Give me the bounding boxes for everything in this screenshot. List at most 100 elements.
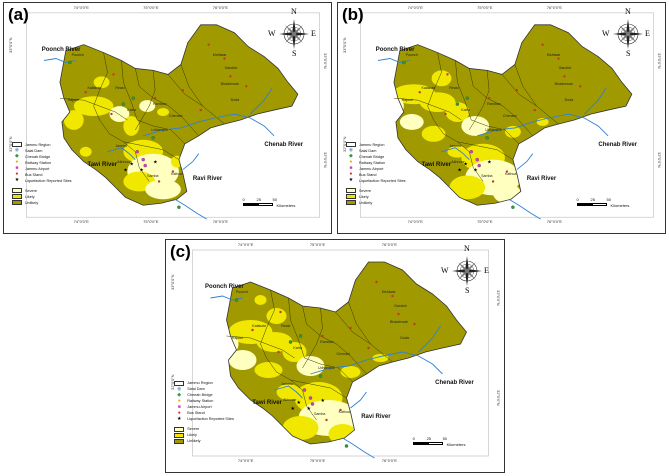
district-boundary xyxy=(135,151,150,182)
place-rajouri: Rajouri xyxy=(67,98,79,103)
legend-class-row: Severe xyxy=(174,426,234,432)
scale-tick-label: 50 xyxy=(272,197,277,203)
river-line xyxy=(274,385,303,399)
legend-symbol-icon: ◉ xyxy=(177,385,182,392)
tawi-river-label: Tawi River xyxy=(252,400,282,406)
legend-swatch xyxy=(345,188,356,194)
legend-label: Liquefaction Reported Sites xyxy=(24,178,72,183)
legend-swatch xyxy=(174,426,185,432)
district-boundary xyxy=(180,64,203,107)
lon-tick-bottom: 76°0'0"E xyxy=(381,458,398,463)
legend-row: Jammu Region xyxy=(11,142,72,148)
compass-n: N xyxy=(464,244,470,253)
place-poonch: Poonch xyxy=(235,290,249,294)
lat-tick-right: 32°0'0"N xyxy=(657,151,663,168)
site-marker xyxy=(288,340,293,344)
legend-class-row: Unlikely xyxy=(174,438,234,444)
lat-tick-right: 33°0'0"N xyxy=(495,290,501,306)
chenab-river-label: Chenab River xyxy=(264,141,304,148)
district-boundary xyxy=(335,311,393,363)
poonch-river-label: Poonch River xyxy=(375,46,415,53)
lat-tick-left: 33°0'0"N xyxy=(341,36,347,53)
legend-class-row: Likely xyxy=(174,432,234,438)
compass-s: S xyxy=(465,286,470,295)
region-unlikely xyxy=(393,24,632,206)
scale-tick-label: 0 xyxy=(576,197,579,203)
ravi-river-label: Ravi River xyxy=(192,175,223,182)
site-marker xyxy=(402,60,406,65)
place-rajouri: Rajouri xyxy=(401,98,413,103)
scale-tick-label: 0 xyxy=(242,197,245,203)
district-boundary xyxy=(304,357,353,383)
place-kishtwar: Kishtwar xyxy=(546,52,561,57)
place-udhampur: Udhampur xyxy=(485,127,502,132)
legend-label: Jammu Airport xyxy=(24,166,50,171)
place-kishtwar: Kishtwar xyxy=(381,290,396,294)
legend-label: Bus Stand xyxy=(187,411,205,415)
district-boundary xyxy=(135,68,170,107)
legend-label: Railway Station xyxy=(358,160,386,165)
legend-label: Salal Dam xyxy=(358,148,377,153)
site-marker xyxy=(344,444,349,448)
legend-symbol-icon: ◆ xyxy=(15,153,19,160)
place-ramban: Ramban xyxy=(487,102,501,107)
district-boundary xyxy=(433,119,470,152)
ravi-river-label: Ravi River xyxy=(526,175,557,182)
site-marker xyxy=(318,374,323,378)
zone-likely xyxy=(157,108,169,117)
place-gandoh: Gandoh xyxy=(224,66,238,71)
town-dot xyxy=(223,57,226,60)
district-boundary xyxy=(137,119,186,144)
liquefaction-star: ★ xyxy=(321,398,326,404)
region-outline xyxy=(393,24,633,206)
map-legend: Jammu Region ◉ Salal Dam ◆ Chenab Bridge ● Rai… xyxy=(11,142,72,206)
scale-segment-light xyxy=(591,203,607,206)
river-line xyxy=(174,198,207,220)
place-kathua: Kathua xyxy=(170,171,183,176)
severity-zones xyxy=(63,76,183,200)
legend-label: Salal Dam xyxy=(187,387,205,391)
site-marker xyxy=(477,163,481,168)
legend-label: Jammu Airport xyxy=(187,405,212,409)
district-boundary xyxy=(121,60,138,121)
legend-symbol-icon: ◉ xyxy=(348,147,354,154)
lon-tick-top: 74°0'0"E xyxy=(73,4,89,10)
town-dot xyxy=(533,108,536,112)
legend-row: ◉ Salal Dam xyxy=(174,386,234,392)
compass-w: W xyxy=(602,28,610,38)
liquefaction-star: ★ xyxy=(473,168,478,174)
site-marker xyxy=(455,102,460,106)
compass-e: E xyxy=(645,28,650,38)
region-outline xyxy=(226,261,467,445)
map-svg: ★★★★ xyxy=(26,12,320,220)
place-rajouri: Rajouri xyxy=(231,336,244,340)
district-boundary xyxy=(302,307,323,369)
liquefaction-star: ★ xyxy=(297,400,302,406)
zone-likely xyxy=(419,92,456,113)
legend-symbol-icon: ■ xyxy=(177,403,181,410)
river-line xyxy=(310,351,443,375)
legend-symbol-icon: ◆ xyxy=(349,153,353,160)
legend-row: ● Railway Station xyxy=(174,398,234,404)
legend-label: Jammu Region xyxy=(24,142,51,147)
lon-tick-bottom: 74°0'0"E xyxy=(237,458,254,463)
map-frame xyxy=(192,249,489,457)
place-jammu: Jammu xyxy=(281,382,293,386)
legend-label: Bus Stand xyxy=(358,172,377,177)
district-boundary xyxy=(336,343,367,375)
liquefaction-star: ★ xyxy=(291,406,296,412)
lon-tick-bottom: 75°0'0"E xyxy=(143,219,159,225)
place-jammu: Jammu xyxy=(449,143,462,148)
legend-row: ■ Jammu Airport xyxy=(346,166,406,172)
place-bhaderwah: Bhaderwah xyxy=(220,82,239,87)
legend-swatch xyxy=(11,200,22,206)
legend-swatch xyxy=(11,188,22,194)
legend-swatch xyxy=(11,194,22,200)
legend-symbol-icon: ■ xyxy=(15,165,19,172)
place-chenani: Chenani xyxy=(168,114,183,119)
legend-class-row: Unlikely xyxy=(345,200,406,206)
place-chenani: Chenani xyxy=(502,114,517,119)
legend-row: ● Railway Station xyxy=(346,160,406,166)
legend-row: ★ Liquefaction Reported Sites xyxy=(12,178,72,184)
zone-severe xyxy=(399,114,424,130)
